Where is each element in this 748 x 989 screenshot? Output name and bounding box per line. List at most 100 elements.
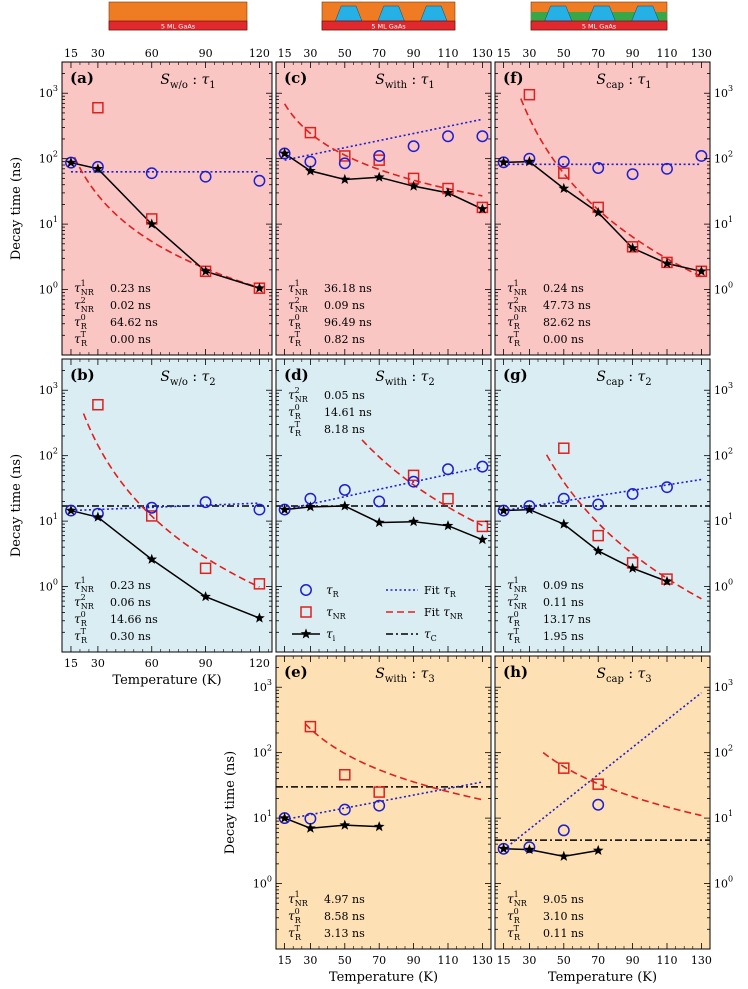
fit-parameter-value: 82.62 ns [543,316,591,329]
fit-parameter: τ2 NR [507,593,528,611]
panel-label: (d) [284,366,309,384]
y-axis-label: Decay time (ns) [223,751,238,854]
tau-i-marker [339,500,351,511]
fit-parameter-value: 0.02 ns [110,299,151,312]
tau-i-line [284,817,380,830]
panel-g: 100 101 102 103 (g) Scap : τ2 τ1 NR 0.09 ns τ2 NR 0… [494,358,733,653]
panel-frame [494,358,711,653]
y-axis-label: Decay time (ns) [9,157,24,260]
tau-i-marker [661,257,673,269]
tau-nr-marker [339,150,351,162]
panel-title: Scap : τ3 [596,666,651,685]
fit-parameter-value: 0.23 ns [110,282,151,295]
schematic-label: 5 ML GaAs [582,22,617,30]
panel-title: Sw/o : τ2 [160,369,215,388]
y-tick-label: 100 [253,875,272,891]
x-tick-label: 90 [407,954,421,967]
fit-parameter: τT R [288,420,302,438]
tau-r-marker [338,157,351,170]
tau-nr-marker [407,469,420,482]
panel-e: 100 101 102 103 15 30 50 70 90 110 130 Temperature … [253,655,493,985]
fit-parameter-value: 0.24 ns [543,282,584,295]
legend-tau-nr-marker [300,606,312,618]
tau-r-marker [557,492,570,505]
x-tick-label: 60 [145,47,159,60]
legend: τR Fit τR τNR Fit τNR τi τC [292,583,464,643]
tau-r-marker [626,488,639,500]
panel-title: Swith : τ3 [375,666,435,685]
tau-nr-marker [373,154,385,166]
fit-parameter: τT R [507,627,521,645]
y-tick-label: 101 [39,512,58,528]
tau-r-marker [626,168,639,181]
tau-nr-marker [476,520,489,533]
tau-i-marker [254,282,265,293]
fit-parameter-value: 0.09 ns [543,579,584,592]
fit-tau-r-curve [503,692,702,851]
tau-i-marker [524,503,535,515]
tau-i-marker [661,575,673,586]
tau-r-marker [407,140,420,153]
tau-nr-marker [523,88,536,101]
x-tick-label: 70 [372,47,386,60]
tau-i-marker [305,501,316,512]
tau-r-marker [592,162,605,174]
tau-nr-marker [661,256,673,269]
tau-i-marker [373,171,385,182]
fit-parameter-value: 14.66 ns [110,613,158,626]
legend-label: τR [326,583,340,599]
x-tick-label: 30 [91,657,105,670]
fit-parameter-value: 3.10 ns [543,910,584,923]
fit-parameter-value: 0.11 ns [543,927,584,940]
tau-i-marker [442,520,454,531]
fit-parameter-value: 96.49 ns [324,316,372,329]
panel-frame [494,655,711,950]
gaas-layer [321,20,456,31]
gaas-layer [108,20,248,31]
tau-i-marker [373,516,385,528]
fit-parameter-value: 3.13 ns [324,927,365,940]
panel-a: 100 101 102 103 15 30 60 90 120 (a) Sw/o : τ1 τ1 NR 0… [39,47,273,356]
fit-tau-r-curve [284,781,483,821]
y-tick-label: 100 [714,578,733,594]
y-tick-label: 101 [253,809,272,825]
tau-i-marker [498,156,509,167]
fit-parameter-value: 0.09 ns [324,299,365,312]
x-tick-label: 110 [657,47,678,60]
tau-i-marker [477,534,488,545]
schematic-label: 5 ML GaAs [161,22,196,30]
y-tick-label: 101 [714,215,733,231]
tau-r-marker [407,475,420,488]
fit-parameter: τ1 NR [74,576,95,594]
y-tick-label: 102 [39,447,58,463]
panel-background [276,62,491,355]
fit-parameter-value: 47.73 ns [543,299,591,312]
y-tick-label: 103 [714,381,733,397]
fit-parameter: τ1 NR [288,890,309,908]
fit-parameter-value: 0.06 ns [110,596,151,609]
tau-r-marker [145,501,158,514]
tau-nr-marker [92,101,104,114]
y-tick-label: 100 [714,281,733,297]
x-tick-label: 120 [249,47,270,60]
tau-r-marker [338,803,351,816]
tau-nr-marker [592,778,604,790]
x-tick-label: 30 [522,47,536,60]
plot-area [495,692,710,861]
fit-parameter-value: 8.18 ns [324,423,365,436]
panel-label: (e) [284,663,308,681]
x-tick-label: 130 [472,954,493,967]
x-tick-label: 130 [691,47,712,60]
x-axis-label: Temperature (K) [112,673,221,688]
x-tick-label: 130 [472,47,493,60]
x-tick-label: 30 [522,954,536,967]
fit-tau-nr-curve [361,439,483,527]
y-tick-label: 103 [253,678,272,694]
tau-i-marker [592,545,604,556]
fit-parameter-value: 1.95 ns [543,630,584,643]
x-tick-label: 15 [497,954,511,967]
tau-i-marker [92,511,104,522]
tau-nr-marker [442,492,454,505]
tau-nr-marker [558,442,570,454]
